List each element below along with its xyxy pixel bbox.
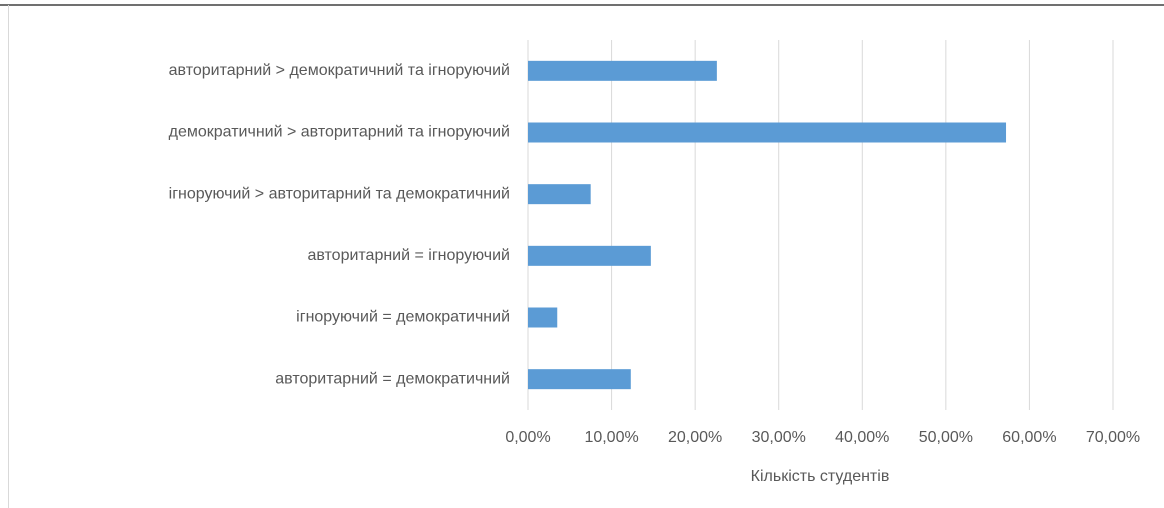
bar [528, 122, 1007, 143]
x-tick-label: 0,00% [505, 429, 550, 446]
y-tick-label: ігноруючий = демократичний [296, 309, 510, 326]
bar [528, 369, 631, 390]
x-axis-title: Кількість студентів [751, 468, 890, 485]
y-tick-label: авторитарний = демократичний [275, 370, 510, 387]
x-tick-label: 40,00% [835, 429, 889, 446]
bar [528, 60, 717, 81]
x-tick-label: 50,00% [919, 429, 973, 446]
y-tick-label: ігноруючий > авторитарний та демократичн… [169, 185, 510, 202]
bar [528, 184, 591, 205]
bar [528, 245, 651, 266]
x-tick-label: 20,00% [668, 429, 722, 446]
x-tick-label: 70,00% [1086, 429, 1140, 446]
y-tick-label: авторитарний = ігноруючий [307, 247, 510, 264]
x-tick-label: 30,00% [752, 429, 806, 446]
y-tick-label: авторитарний > демократичний та ігноруюч… [169, 62, 510, 79]
x-tick-label: 10,00% [584, 429, 638, 446]
x-tick-label: 60,00% [1002, 429, 1056, 446]
y-tick-label: демократичний > авторитарний та ігноруюч… [169, 124, 510, 141]
bar [528, 307, 558, 328]
